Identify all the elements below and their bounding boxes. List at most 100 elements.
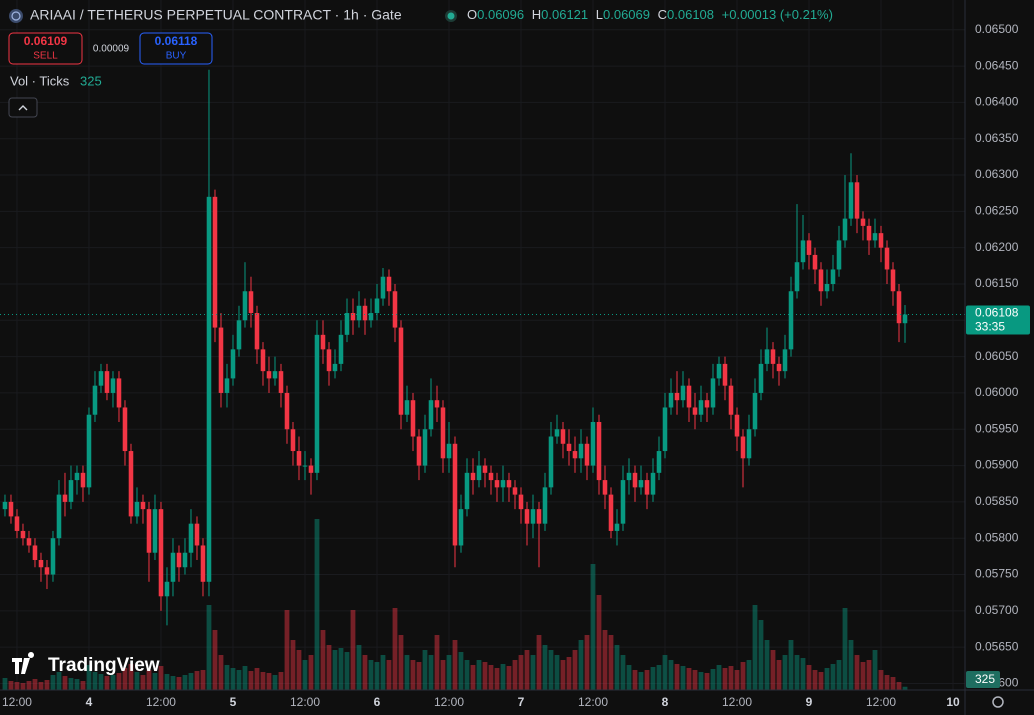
candle-body: [764, 349, 770, 364]
candle-body: [818, 269, 824, 292]
candle-body: [74, 472, 80, 481]
candle-body: [758, 363, 764, 393]
volume-bar: [698, 672, 704, 690]
candle-body: [776, 363, 782, 372]
ohlc-label: H: [532, 7, 541, 22]
volume-bar: [542, 645, 548, 690]
candle-body: [26, 538, 32, 546]
collapse-button[interactable]: [8, 97, 38, 118]
volume-bar: [806, 665, 812, 690]
volume-bar: [290, 640, 296, 690]
volume-bar: [218, 655, 224, 690]
candle-body: [242, 291, 248, 321]
candle-body: [218, 327, 224, 393]
volume-bar: [206, 605, 212, 690]
candle-body: [194, 523, 200, 546]
candle-body: [98, 371, 104, 386]
sell-button[interactable]: [8, 32, 83, 65]
volume-bar: [302, 660, 308, 690]
y-tick-label: 0.05650: [975, 639, 1019, 653]
volume-bar: [788, 640, 794, 690]
candle-body: [164, 581, 170, 597]
volume-bar: [212, 630, 218, 690]
volume-bar: [92, 672, 98, 690]
candle-body: [806, 240, 812, 255]
candle-body: [380, 276, 386, 299]
candle-body: [284, 392, 290, 430]
volume-bar: [152, 673, 158, 690]
candle-body: [554, 429, 560, 437]
volume-tag-label: 325: [975, 672, 995, 686]
volume-bar: [200, 670, 206, 690]
volume-bar: [50, 675, 56, 690]
candle-body: [302, 465, 308, 467]
candle-body: [896, 291, 902, 324]
x-tick-label: 12:00: [578, 695, 608, 709]
buy-button[interactable]: [139, 32, 213, 65]
volume-bar: [632, 670, 638, 690]
volume-bar: [254, 668, 260, 690]
volume-bar: [776, 660, 782, 690]
candle-body: [410, 400, 416, 437]
candle-body: [260, 349, 266, 372]
x-tick-label: 12:00: [722, 695, 752, 709]
candle-body: [2, 501, 8, 510]
volume-bar: [332, 650, 338, 690]
candle-body: [782, 349, 788, 372]
volume-bar: [140, 675, 146, 690]
volume-bar: [242, 666, 248, 690]
buy-price: 0.06118: [155, 34, 198, 48]
volume-bar: [356, 645, 362, 690]
candle-body: [152, 509, 158, 553]
volume-bar: [452, 640, 458, 690]
candle-body: [650, 472, 656, 495]
volume-bar: [278, 672, 284, 690]
volume-legend: Vol · Ticks: [10, 73, 70, 88]
last-price-tag: [966, 305, 1030, 335]
candle-body: [38, 559, 44, 568]
candle-body: [80, 472, 86, 488]
candle-body: [416, 436, 422, 466]
candle-body: [392, 291, 398, 328]
settings-icon[interactable]: [992, 696, 1004, 708]
volume-bar: [374, 662, 380, 690]
axes: 0.06500 0.06450 0.06400 0.06350 0.06300 0.062…: [2, 22, 1019, 709]
x-tick-label: 5: [230, 695, 237, 709]
volume-bar: [704, 673, 710, 690]
x-tick-label: 10: [946, 695, 960, 709]
candle-body: [692, 407, 698, 415]
volume-bar: [38, 682, 44, 690]
ohlc-value: 0.06108: [667, 7, 714, 22]
volume-bar: [110, 675, 116, 690]
candle-body: [476, 465, 482, 481]
ohlc-value: 0.06096: [477, 7, 524, 22]
candle-body: [794, 262, 800, 292]
candle-body: [374, 298, 380, 314]
volume-bar: [116, 673, 122, 690]
volume-bar: [146, 670, 152, 690]
candle-body: [704, 400, 710, 408]
ohlc-label: L: [596, 7, 603, 22]
volume-bar: [902, 686, 908, 690]
volume-bar: [86, 665, 92, 690]
volume-bar: [224, 665, 230, 690]
y-tick-label: 0.06350: [975, 131, 1019, 145]
volume-bar: [842, 608, 848, 690]
candle-body: [230, 349, 236, 379]
candle-body: [254, 313, 260, 350]
volume-bar: [380, 655, 386, 690]
volume-bar: [626, 665, 632, 690]
candle-body: [362, 305, 368, 321]
candle-body: [638, 480, 644, 488]
volume-bar: [674, 664, 680, 690]
candle-body: [188, 523, 194, 553]
volume-bar: [656, 665, 662, 690]
candle-body: [632, 472, 638, 488]
candle-body: [530, 509, 536, 524]
volume-bar: [434, 635, 440, 690]
candle-body: [440, 407, 446, 459]
candle-body: [314, 334, 320, 473]
volume-bar: [122, 668, 128, 690]
